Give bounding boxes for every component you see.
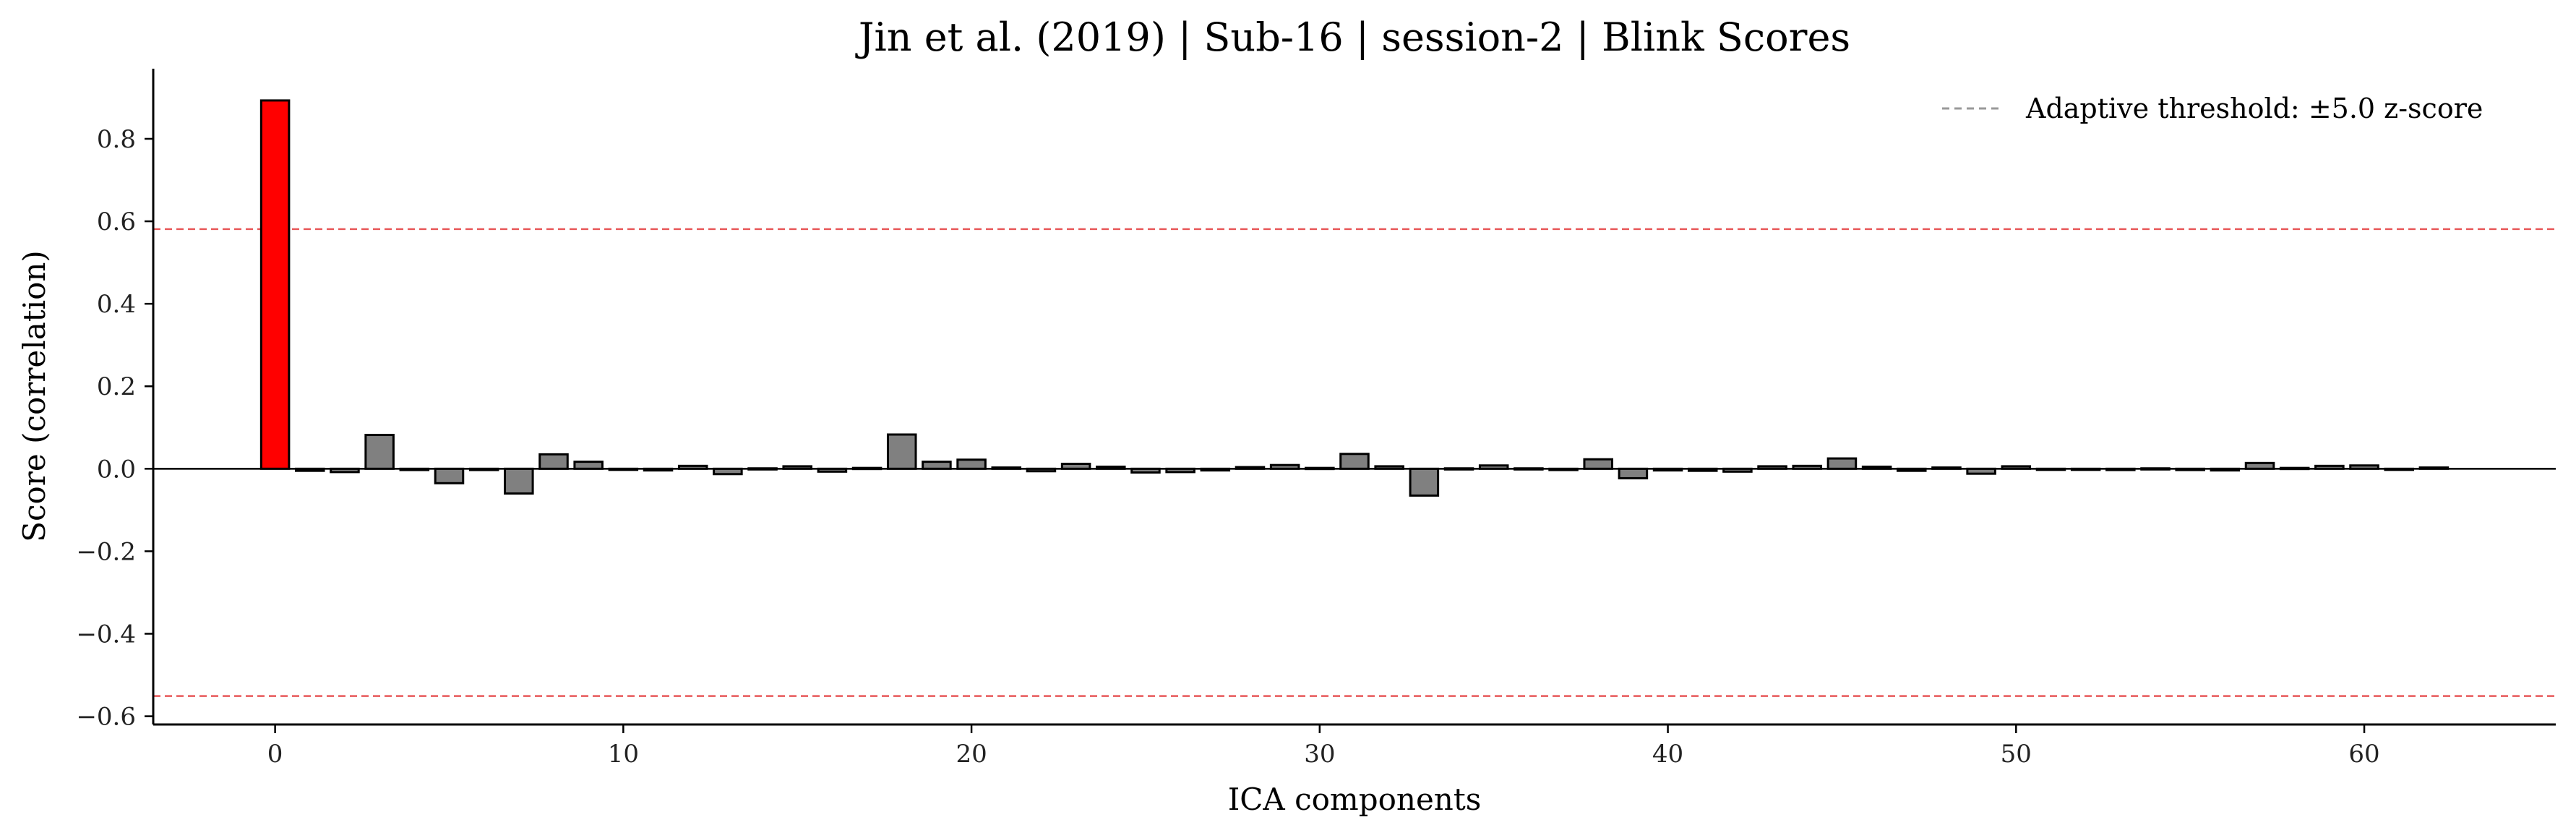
x-axis-label: ICA components [1228, 782, 1482, 817]
y-tick-label: 0.0 [97, 455, 136, 484]
bar-component-9 [573, 461, 604, 470]
bar-component-8 [538, 453, 569, 470]
threshold-lines [153, 228, 2556, 697]
bar-component-45 [1826, 457, 1858, 470]
x-tick-label: 50 [2001, 740, 2032, 769]
x-ticks: 0 10 20 30 40 50 60 [267, 724, 2380, 769]
x-tick-label: 60 [2348, 740, 2379, 769]
bar-component-3 [364, 434, 395, 470]
x-tick-label: 40 [1652, 740, 1683, 769]
y-tick-label: 0.8 [97, 125, 136, 154]
y-axis-label: Score (correlation) [17, 250, 52, 542]
x-tick-label: 10 [608, 740, 639, 769]
y-ticks: −0.6 −0.4 −0.2 0.0 0.2 0.4 0.6 0.8 [76, 125, 153, 732]
bar-component-38 [1583, 458, 1613, 470]
x-tick-label: 20 [956, 740, 987, 769]
axes [152, 69, 2556, 726]
y-tick-label: −0.6 [76, 703, 136, 732]
y-tick-label: 0.2 [97, 372, 136, 401]
bar-component-19 [922, 461, 952, 470]
x-tick-label: 30 [1304, 740, 1335, 769]
bar-component-18 [886, 433, 917, 470]
legend-threshold-label: Adaptive threshold: ±5.0 z-score [2025, 93, 2483, 124]
y-tick-label: 0.4 [97, 290, 136, 319]
y-tick-label: 0.6 [97, 208, 136, 236]
bar-component-39 [1618, 467, 1649, 479]
legend: Adaptive threshold: ±5.0 z-score [1942, 93, 2483, 124]
y-tick-label: −0.4 [76, 620, 136, 649]
bar-component-20 [956, 458, 987, 470]
bar-component-7 [504, 467, 534, 495]
chart-title: Jin et al. (2019) | Sub-16 | session-2 |… [855, 14, 1850, 60]
bar-series [259, 99, 2450, 497]
x-tick-label: 0 [267, 740, 283, 769]
bar-component-0 [259, 99, 291, 470]
bar-component-33 [1409, 467, 1440, 497]
bar-component-31 [1339, 453, 1370, 470]
y-tick-label: −0.2 [76, 537, 136, 566]
bar-component-5 [434, 467, 465, 484]
